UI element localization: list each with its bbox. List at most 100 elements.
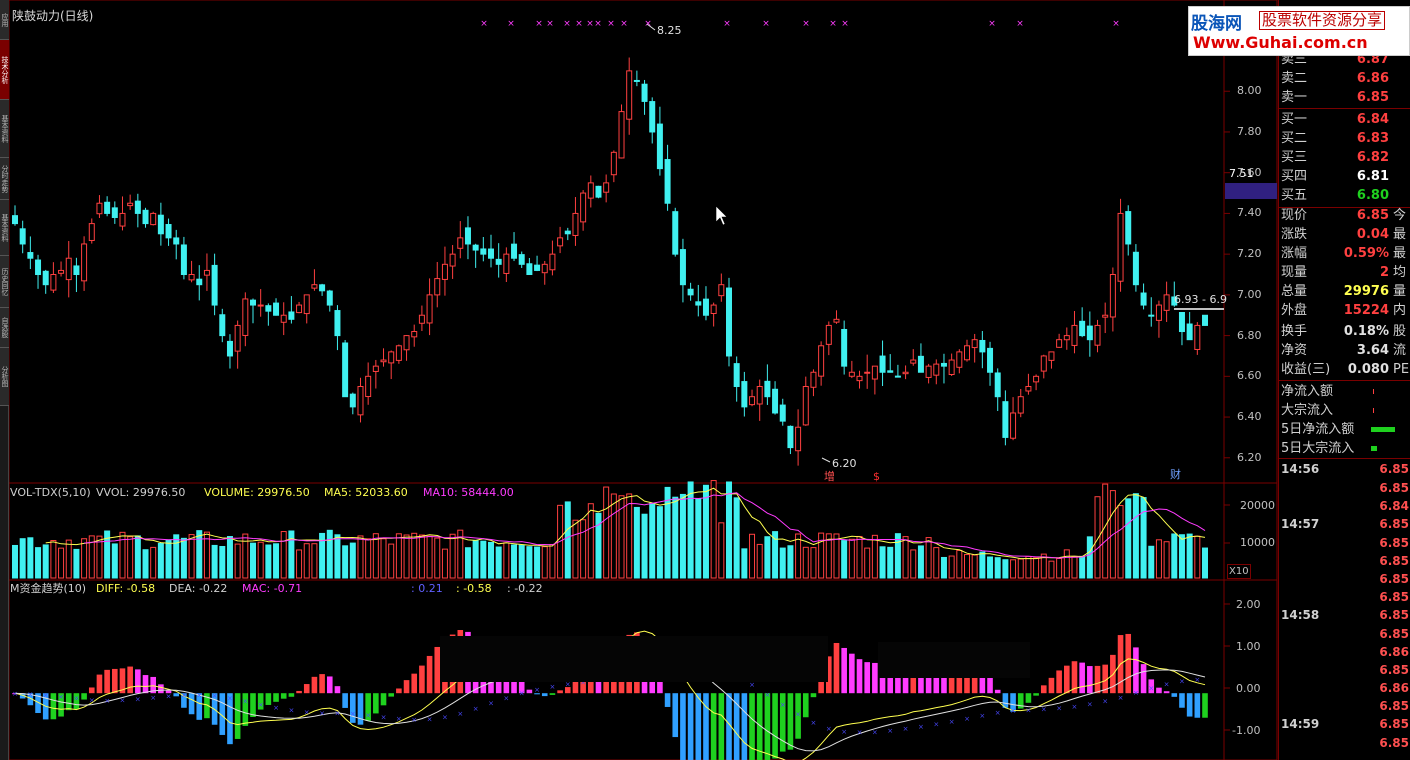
macd-histogram-bar	[557, 690, 563, 694]
event-marker-cai[interactable]: 财	[1170, 468, 1181, 481]
macd-histogram-bar	[764, 693, 771, 760]
stat-row[interactable]: 涨幅 0.59% 最	[1279, 244, 1410, 263]
stat-row[interactable]: 现价 6.85 今	[1279, 206, 1410, 225]
macd-trend-marker: ×	[749, 681, 755, 689]
stat-row[interactable]: 现量 2 均	[1279, 263, 1410, 282]
volume-ma10-line	[84, 492, 1206, 559]
flow-row[interactable]: 大宗流入	[1279, 401, 1410, 420]
candle-body	[541, 263, 548, 274]
candle-body	[12, 215, 18, 225]
vol-indicator-name[interactable]: VOL-TDX(5,10)	[10, 486, 91, 499]
candle-body	[1033, 375, 1040, 383]
side-tab-7[interactable]: 分析图	[0, 348, 9, 406]
side-tab-2[interactable]: 基本资料	[0, 100, 9, 158]
volume-bar	[365, 538, 372, 579]
stat-row[interactable]: 净资 3.64 流	[1279, 341, 1410, 360]
volume-bar	[534, 546, 541, 579]
orderbook-row[interactable]: 卖二 6.86	[1279, 69, 1410, 88]
tick-price: 6.85	[1379, 590, 1409, 604]
orderbook-row[interactable]: 卖一 6.85	[1279, 88, 1410, 107]
candle-body	[265, 305, 272, 312]
candle-body	[150, 212, 157, 226]
macd-histogram-bar	[350, 693, 356, 723]
macd-histogram-bar	[426, 655, 433, 694]
candle-body	[1178, 312, 1185, 333]
volume-bar	[357, 535, 364, 579]
tick-time: 14:56	[1281, 462, 1320, 476]
stat-row[interactable]: 收益(三) 0.080 PE	[1279, 360, 1410, 379]
volume-bar	[741, 548, 748, 579]
side-tab-3[interactable]: 分时走势	[0, 158, 9, 200]
orderbook-row[interactable]: 买五 6.80	[1279, 186, 1410, 205]
macd-axis-neg1: -1.00	[1232, 724, 1261, 737]
quote-extra: 均	[1393, 265, 1407, 280]
volume-bar	[1017, 558, 1024, 579]
flow-row[interactable]: 5日净流入额	[1279, 420, 1410, 439]
stat-row[interactable]: 换手 0.18% 股	[1279, 322, 1410, 341]
volume-bar	[772, 531, 779, 579]
candle-body	[19, 228, 26, 245]
macd-histogram-bar	[242, 693, 249, 726]
macd-histogram-bar	[319, 674, 325, 694]
side-tab-6[interactable]: 自选股	[0, 308, 9, 348]
volume-bar	[810, 547, 817, 579]
macd-histogram-bar	[664, 693, 671, 707]
macd-histogram-bar	[695, 693, 702, 760]
macd-histogram-bar	[810, 693, 817, 698]
candle-body	[219, 314, 226, 337]
flow-row[interactable]: 净流入额	[1279, 382, 1410, 401]
volume-bar	[111, 543, 118, 579]
macd-histogram-bar	[1133, 647, 1139, 694]
quote-value: 6.80	[1356, 188, 1389, 203]
orderbook-row[interactable]: 买一 6.84	[1279, 110, 1410, 129]
event-marker-zeng[interactable]: 增	[824, 470, 835, 483]
stat-row[interactable]: 外盘 15224 内	[1279, 301, 1410, 320]
candle-body	[426, 294, 433, 324]
volume-bar	[1171, 533, 1178, 579]
event-marker-dollar[interactable]: $	[873, 470, 880, 483]
side-tab-0[interactable]: 应用	[0, 0, 9, 40]
candle-body	[1056, 339, 1063, 348]
quote-label: 买二	[1281, 131, 1308, 146]
volume-bar	[1048, 560, 1055, 579]
quote-value: 0.080	[1347, 362, 1389, 377]
candle-body	[994, 372, 1001, 398]
tick-row: 14:56 6.85	[1279, 460, 1410, 478]
macd-histogram-bar	[964, 668, 970, 694]
macd-trend-marker: ×	[580, 678, 586, 686]
macd-trend-marker: ×	[120, 697, 126, 705]
candle-body	[88, 223, 95, 241]
volume-bar	[933, 547, 940, 579]
chart-canvas[interactable]: × × × × × × × × × × × × × × × × × × × × × × × × × × × × × × × × × × × × × × × ×…	[0, 0, 1278, 760]
side-tab-1[interactable]: 技术分析	[0, 40, 9, 100]
stat-row[interactable]: 涨跌 0.04 最	[1279, 225, 1410, 244]
macd-indicator-name[interactable]: M资金趋势(10)	[10, 582, 87, 595]
candle-body	[142, 209, 149, 225]
candle-body	[672, 211, 679, 255]
flow-row[interactable]: 5日大宗流入	[1279, 439, 1410, 458]
volume-bar	[1155, 539, 1162, 579]
volume-bar	[319, 532, 326, 579]
volume-bar	[964, 554, 970, 579]
volume-bar	[702, 484, 709, 579]
tick-row: 14:57 6.85	[1279, 515, 1410, 533]
macd-histogram-bar	[257, 693, 264, 710]
signal-marker: ×	[594, 19, 602, 29]
macd-histogram-bar	[511, 674, 517, 694]
volume-bar	[656, 506, 663, 579]
orderbook-row[interactable]: 买二 6.83	[1279, 129, 1410, 148]
tick-price: 6.86	[1379, 681, 1409, 695]
tick-price: 6.85	[1379, 481, 1409, 495]
price-axis-label: 7.80	[1237, 124, 1262, 138]
candle-body	[35, 259, 42, 276]
macd-histogram-bar	[833, 642, 840, 694]
side-tab-5[interactable]: 历史回忆	[0, 256, 9, 308]
candle-body	[1148, 314, 1155, 317]
orderbook-row[interactable]: 买四 6.81	[1279, 167, 1410, 186]
volume-bar	[1125, 498, 1132, 579]
stat-row[interactable]: 总量 29976 量	[1279, 282, 1410, 301]
side-tab-4[interactable]: 基本资料	[0, 200, 9, 256]
orderbook-row[interactable]: 买三 6.82	[1279, 148, 1410, 167]
volume-bar	[464, 547, 471, 579]
quote-label: 买四	[1281, 169, 1308, 184]
